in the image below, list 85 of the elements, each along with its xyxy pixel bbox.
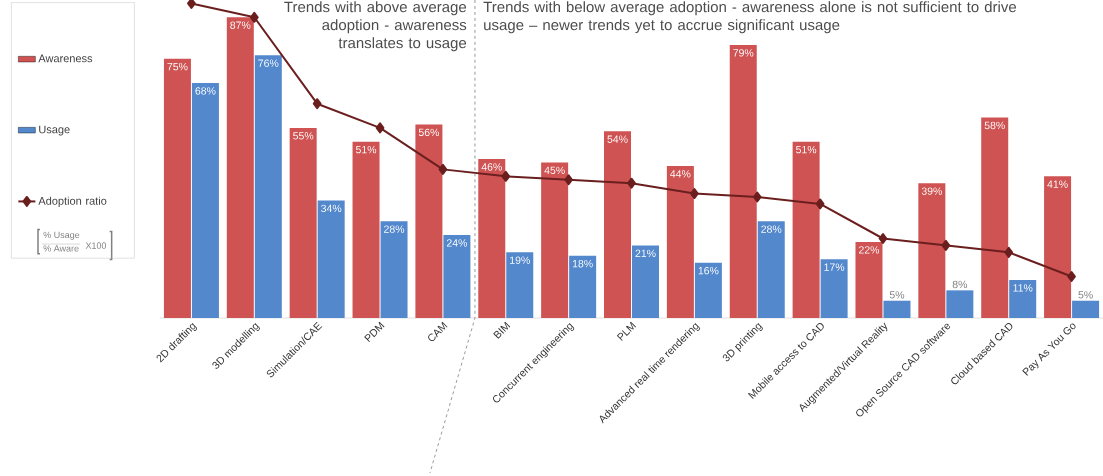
point <box>815 198 825 210</box>
x-tick-label: BIM <box>493 321 511 339</box>
data-label: 46% <box>481 163 502 171</box>
bar <box>1044 176 1072 318</box>
bar <box>918 183 946 318</box>
bar <box>317 200 345 318</box>
data-label: 41% <box>1047 180 1068 188</box>
legend-label: Adoption ratio <box>38 196 107 207</box>
data-label: 76% <box>258 59 279 67</box>
point <box>187 0 196 9</box>
data-label: 54% <box>607 135 628 143</box>
data-label: 5% <box>1078 291 1093 299</box>
bar <box>163 58 191 318</box>
point <box>627 177 636 189</box>
data-label: 45% <box>544 166 565 175</box>
data-label: 8% <box>952 280 968 289</box>
bar <box>415 124 443 318</box>
data-label: 44% <box>670 170 691 178</box>
data-label: 87% <box>230 21 251 29</box>
annotation: Trends with below average adoption - awareness alone is not sufficient to drive usage – newer trends yet to accrue significant usage <box>483 1 1017 34</box>
data-label: 51% <box>796 145 817 154</box>
bar <box>946 290 974 318</box>
bar <box>478 159 506 318</box>
data-label: 75% <box>167 62 188 71</box>
data-label: 79% <box>733 49 754 57</box>
bar <box>1009 279 1037 318</box>
bar <box>729 44 757 318</box>
bar <box>820 259 848 318</box>
text: X100 <box>85 242 107 249</box>
point <box>312 98 322 110</box>
text: % Aware <box>43 245 79 252</box>
bar <box>604 131 632 318</box>
data-label: 28% <box>761 225 782 233</box>
bar <box>883 300 911 318</box>
bar <box>757 221 785 318</box>
point <box>1067 271 1076 283</box>
data-label: 16% <box>698 266 719 275</box>
bar <box>191 82 219 318</box>
data-label: 58% <box>984 121 1005 130</box>
bar <box>352 141 380 318</box>
point <box>752 191 762 203</box>
data-label: 19% <box>510 256 530 264</box>
point <box>564 174 574 186</box>
bar <box>792 141 820 318</box>
point <box>501 170 511 182</box>
bar <box>506 252 534 318</box>
bar <box>694 262 722 318</box>
data-label: 5% <box>889 291 905 299</box>
bar <box>380 221 408 318</box>
annotation: Trends with above average adoption - awareness translates to usage <box>284 1 467 52</box>
point <box>690 188 699 200</box>
legend-label: Usage <box>39 125 70 136</box>
point <box>1004 246 1014 258</box>
data-label: 17% <box>824 263 845 271</box>
legend-label: Awareness <box>38 54 93 63</box>
data-label: 55% <box>293 132 314 140</box>
bar <box>289 127 317 318</box>
bar <box>541 162 569 318</box>
point <box>249 11 259 23</box>
data-label: 34% <box>321 204 342 213</box>
point <box>375 122 385 134</box>
bar <box>569 255 597 318</box>
bar <box>855 241 883 318</box>
text: % Usage <box>43 231 80 240</box>
data-label: 39% <box>921 187 942 195</box>
x-tick-label: Pay As You Go <box>1022 323 1076 376</box>
bar <box>443 235 471 318</box>
data-label: 24% <box>446 239 468 247</box>
point <box>438 163 448 175</box>
data-label: 11% <box>1013 284 1033 292</box>
data-label: 22% <box>859 246 880 254</box>
bar <box>254 55 282 318</box>
data-label: 21% <box>635 249 656 258</box>
bar <box>666 165 694 318</box>
data-label: 68% <box>195 87 216 95</box>
bar <box>1072 300 1100 318</box>
point <box>941 239 951 251</box>
bar <box>981 117 1009 318</box>
data-label: 51% <box>355 145 377 154</box>
bar <box>226 17 254 318</box>
data-label: 56% <box>418 128 440 137</box>
bar <box>632 245 660 318</box>
data-label: 18% <box>572 259 593 268</box>
point <box>878 233 888 244</box>
data-label: 28% <box>384 225 405 233</box>
